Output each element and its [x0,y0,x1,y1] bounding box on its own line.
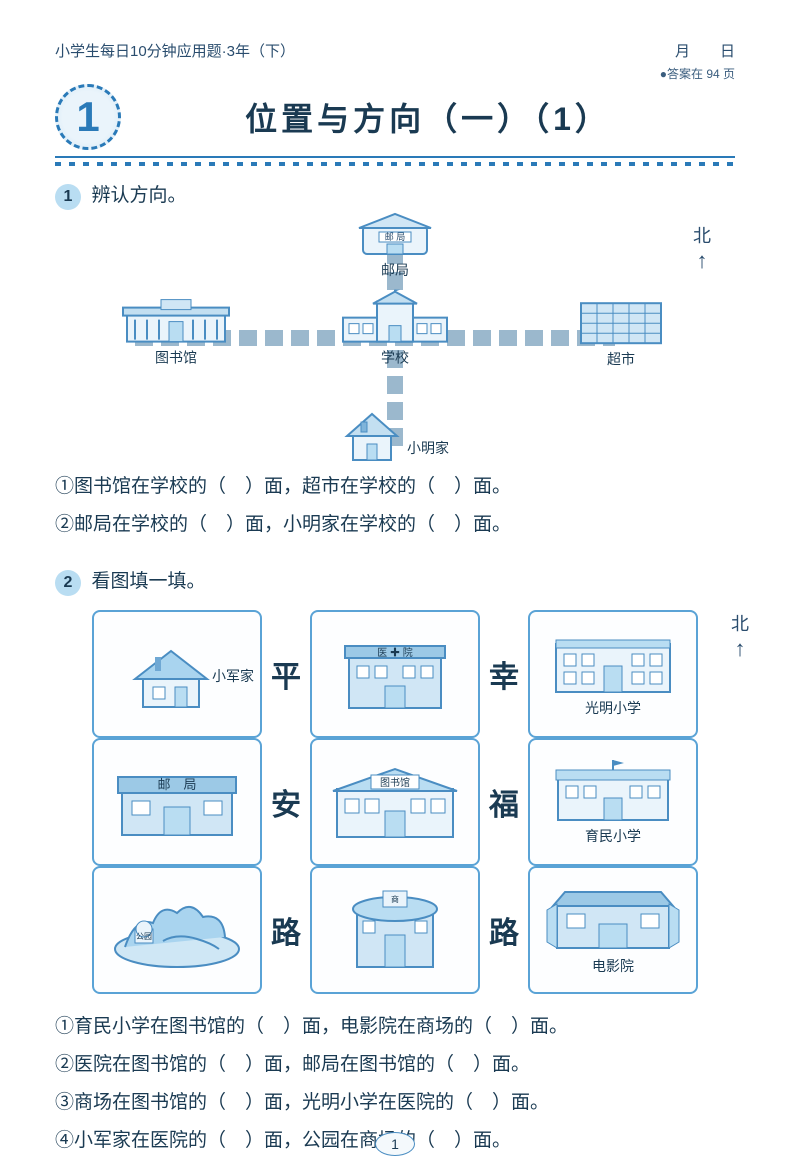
market-icon [573,291,669,347]
north-label-2: 北 [731,610,749,636]
road-char: 安 [262,738,310,866]
building-library: 图书馆 [121,294,231,368]
card-library: 图书馆 [310,738,480,866]
road-char: 幸 [480,610,528,738]
q1-line2: ②邮局在学校的（ ）面，小明家在学校的（ ）面。 [55,506,735,544]
cinema-icon [543,884,683,954]
card-post-office: 邮 局 [92,738,262,866]
chapter-number-badge: 1 [55,84,121,150]
q1-label: 辨认方向。 [91,185,186,206]
hospital-icon: 医 ✚ 院 [335,634,455,714]
question-2: 2 看图填一填。 北 ↑ 小军家 平 医 ✚ 院 [55,566,735,1160]
home-label: 小明家 [407,438,449,458]
road-char: 平 [262,610,310,738]
q2-label: 看图填一填。 [91,571,205,592]
title-bar: 1 位置与方向（一）（1） [55,84,735,158]
road-char: 路 [262,866,310,994]
school-building-icon [548,758,678,824]
north-arrow-icon-2: ↑ [731,636,749,662]
svg-text:邮 局: 邮 局 [385,231,406,242]
svg-text:图书馆: 图书馆 [380,776,410,789]
mall-icon: 商 [335,887,455,973]
xiaojun-label: 小军家 [212,666,254,686]
svg-text:医 ✚ 院: 医 ✚ 院 [377,646,413,659]
q1-line1: ①图书馆在学校的（ ）面，超市在学校的（ ）面。 [55,468,735,506]
building-school: 学校 [335,290,455,368]
building-market: 超市 [573,291,669,369]
park-icon: 公园 [107,889,247,971]
post-office-icon: 邮 局 [112,763,242,841]
question-1: 1 辨认方向。 北 ↑ 邮 局 邮局 [55,180,735,544]
svg-text:邮 局: 邮 局 [157,777,196,792]
q2-grid: 北 ↑ 小军家 平 医 ✚ 院 [75,610,715,994]
yumin-label: 育民小学 [585,826,641,846]
card-guangming-school: 光明小学 [528,610,698,738]
road-char: 路 [480,866,528,994]
north-indicator-2: 北 ↑ [731,610,749,662]
svg-text:商: 商 [391,894,399,904]
card-xiaojun-home: 小军家 [92,610,262,738]
post-office-label: 邮局 [381,260,409,280]
chapter-number: 1 [76,93,99,141]
answer-ref: ●答案在 94 页 [55,65,735,82]
library-icon [121,294,231,346]
page-number: 1 [375,1132,415,1156]
road-char: 福 [480,738,528,866]
card-yumin-school: 育民小学 [528,738,698,866]
market-label: 超市 [607,349,635,369]
school-building-icon [548,630,678,696]
page-header: 小学生每日10分钟应用题·3年（下） 月 日 [55,40,735,61]
building-post-office: 邮 局 邮局 [353,212,437,280]
guangming-label: 光明小学 [585,698,641,718]
q2-line2: ②医院在图书馆的（ ）面，邮局在图书馆的（ ）面。 [55,1046,735,1084]
north-arrow-icon: ↑ [693,248,711,274]
q1-map: 北 ↑ 邮 局 邮局 [125,218,665,458]
school-icon [335,290,455,346]
post-office-icon: 邮 局 [353,212,437,258]
school-label: 学校 [381,348,409,368]
library-building-icon: 图书馆 [325,761,465,843]
north-label: 北 [693,222,711,248]
q2-badge: 2 [55,570,81,596]
card-mall: 商 [310,866,480,994]
chapter-title: 位置与方向（一）（1） [121,94,735,140]
q2-line3: ③商场在图书馆的（ ）面，光明小学在医院的（ ）面。 [55,1084,735,1122]
svg-text:公园: 公园 [136,932,152,941]
library-label: 图书馆 [155,348,197,368]
date-fields: 月 日 [675,40,735,61]
cinema-label: 电影院 [592,956,634,976]
north-indicator: 北 ↑ [693,222,711,274]
series-title: 小学生每日10分钟应用题·3年（下） [55,40,295,61]
q1-questions: ①图书馆在学校的（ ）面，超市在学校的（ ）面。 ②邮局在学校的（ ）面，小明家… [55,468,735,544]
card-park: 公园 [92,866,262,994]
card-hospital: 医 ✚ 院 [310,610,480,738]
building-home: 小明家 [341,410,449,464]
card-cinema: 电影院 [528,866,698,994]
q2-line1: ①育民小学在图书馆的（ ）面，电影院在商场的（ ）面。 [55,1008,735,1046]
q1-badge: 1 [55,184,81,210]
home-icon [341,410,403,462]
